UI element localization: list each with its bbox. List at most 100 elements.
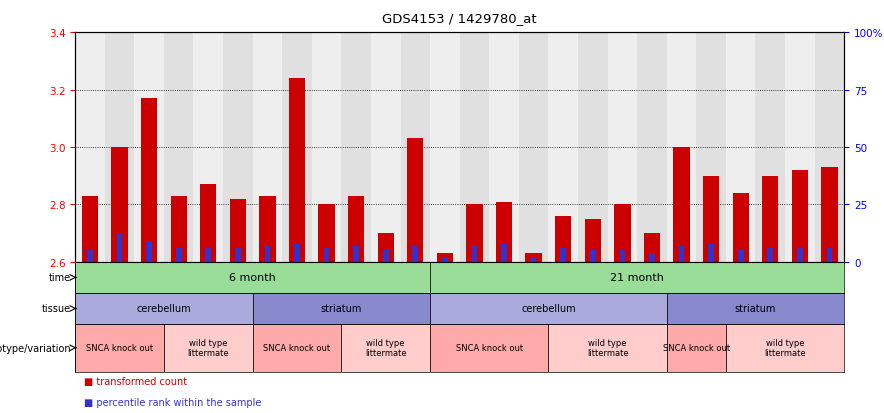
Text: wild type
littermate: wild type littermate — [587, 338, 629, 358]
Text: SNCA knock out: SNCA knock out — [455, 344, 522, 352]
Bar — [548, 33, 578, 262]
Bar — [171, 196, 187, 262]
Bar — [674, 148, 690, 262]
Bar — [354, 246, 359, 262]
Bar — [164, 33, 194, 262]
Bar — [697, 33, 726, 262]
Bar — [620, 251, 625, 262]
Bar — [437, 254, 453, 262]
Bar — [134, 33, 164, 262]
Bar — [341, 324, 431, 372]
Bar — [408, 139, 423, 262]
Bar — [726, 324, 844, 372]
Bar — [703, 176, 720, 262]
Text: GDS4153 / 1429780_at: GDS4153 / 1429780_at — [383, 12, 537, 25]
Bar — [708, 244, 714, 262]
Bar — [637, 33, 667, 262]
Bar — [348, 196, 364, 262]
Bar — [762, 176, 779, 262]
Bar — [614, 205, 630, 262]
Bar — [341, 33, 371, 262]
Bar — [467, 205, 483, 262]
Text: 21 month: 21 month — [610, 273, 664, 283]
Bar — [667, 293, 844, 324]
Bar — [259, 196, 276, 262]
Text: genotype/variation: genotype/variation — [0, 343, 71, 353]
Bar — [104, 33, 134, 262]
Bar — [431, 262, 844, 293]
Bar — [253, 33, 282, 262]
Bar — [194, 33, 223, 262]
Text: ■ percentile rank within the sample: ■ percentile rank within the sample — [84, 397, 262, 407]
Bar — [519, 33, 548, 262]
Bar — [738, 251, 743, 262]
Bar — [400, 33, 431, 262]
Bar — [75, 324, 164, 372]
Text: ■ transformed count: ■ transformed count — [84, 376, 187, 386]
Bar — [223, 33, 253, 262]
Bar — [679, 246, 684, 262]
Bar — [667, 33, 697, 262]
Bar — [312, 33, 341, 262]
Bar — [383, 251, 389, 262]
Bar — [649, 253, 655, 262]
Text: striatum: striatum — [321, 304, 362, 314]
Bar — [294, 244, 300, 262]
Text: striatum: striatum — [735, 304, 776, 314]
Bar — [324, 249, 330, 262]
Bar — [117, 235, 122, 262]
Bar — [82, 196, 98, 262]
Bar — [584, 219, 601, 262]
Bar — [205, 249, 211, 262]
Bar — [413, 246, 418, 262]
Bar — [146, 242, 152, 262]
Bar — [785, 33, 815, 262]
Text: SNCA knock out: SNCA knock out — [86, 344, 153, 352]
Bar — [525, 254, 542, 262]
Text: SNCA knock out: SNCA knock out — [663, 344, 730, 352]
Bar — [578, 33, 607, 262]
Bar — [141, 99, 157, 262]
Bar — [164, 324, 253, 372]
Bar — [442, 258, 447, 262]
Bar — [377, 234, 394, 262]
Bar — [827, 249, 832, 262]
Bar — [371, 33, 400, 262]
Bar — [815, 33, 844, 262]
Text: cerebellum: cerebellum — [521, 304, 575, 314]
Bar — [282, 33, 312, 262]
Bar — [560, 249, 566, 262]
Bar — [667, 324, 726, 372]
Text: tissue: tissue — [42, 304, 71, 314]
Text: SNCA knock out: SNCA knock out — [263, 344, 331, 352]
Bar — [230, 199, 246, 262]
Bar — [821, 168, 837, 262]
Bar — [253, 324, 341, 372]
Text: wild type
littermate: wild type littermate — [365, 338, 407, 358]
Bar — [726, 33, 756, 262]
Bar — [431, 33, 460, 262]
Bar — [176, 249, 181, 262]
Bar — [111, 148, 127, 262]
Text: wild type
littermate: wild type littermate — [187, 338, 229, 358]
Bar — [756, 33, 785, 262]
Text: 6 month: 6 month — [229, 273, 276, 283]
Bar — [88, 251, 93, 262]
Bar — [318, 205, 335, 262]
Bar — [496, 202, 512, 262]
Bar — [733, 194, 749, 262]
Text: time: time — [49, 273, 71, 283]
Bar — [548, 324, 667, 372]
Bar — [75, 33, 104, 262]
Text: wild type
littermate: wild type littermate — [765, 338, 806, 358]
Bar — [489, 33, 519, 262]
Bar — [501, 244, 507, 262]
Bar — [75, 262, 431, 293]
Bar — [289, 79, 305, 262]
Bar — [767, 249, 774, 262]
Bar — [264, 246, 271, 262]
Bar — [431, 324, 548, 372]
Bar — [431, 293, 667, 324]
Bar — [472, 246, 477, 262]
Text: cerebellum: cerebellum — [136, 304, 191, 314]
